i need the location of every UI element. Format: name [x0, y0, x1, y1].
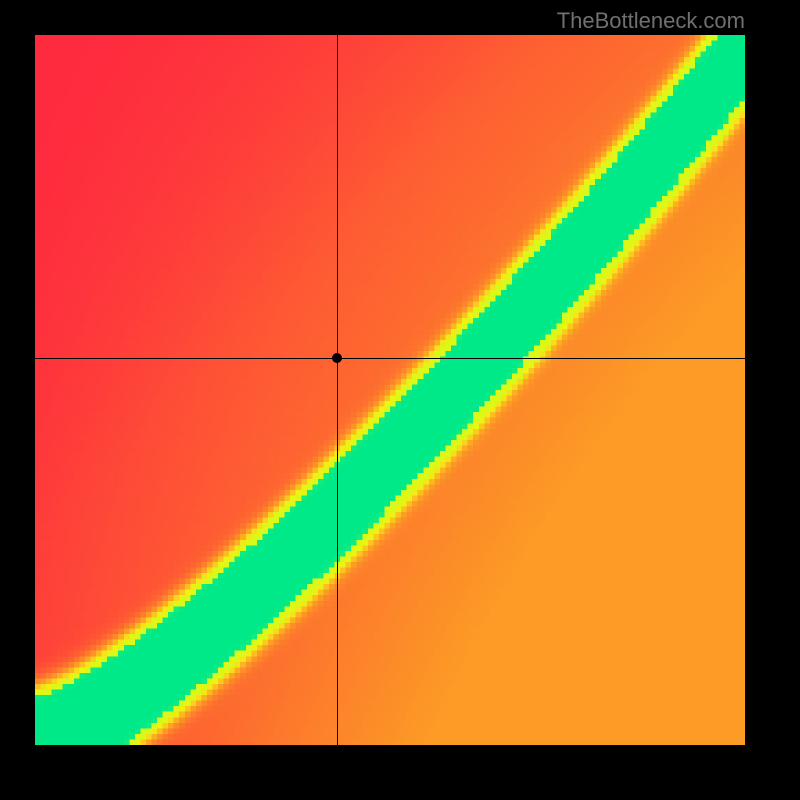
- heatmap-plot: [35, 35, 745, 745]
- watermark-text: TheBottleneck.com: [557, 8, 745, 34]
- data-point-marker: [332, 353, 342, 363]
- crosshair-vertical: [337, 35, 338, 745]
- heatmap-canvas: [35, 35, 745, 745]
- crosshair-horizontal: [35, 358, 745, 359]
